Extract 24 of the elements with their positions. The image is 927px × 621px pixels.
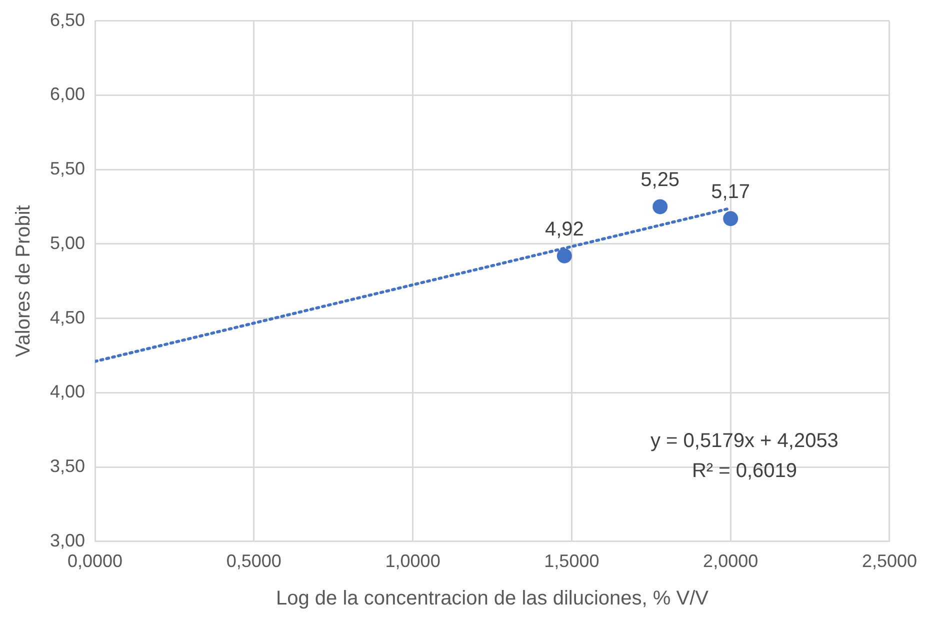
y-tick-label: 5,50	[50, 158, 86, 179]
x-tick-label: 2,0000	[703, 551, 758, 572]
annotation: y = 0,5179x + 4,2053	[650, 430, 838, 452]
y-tick-label: 4,50	[50, 307, 86, 328]
y-tick-label: 4,00	[50, 382, 86, 402]
point	[556, 248, 572, 264]
x-axis-title: Log de la concentracion de las diluciones, % V/V	[276, 588, 710, 610]
data-label: 4,92	[544, 218, 584, 240]
y-tick-label: 3,50	[50, 456, 86, 476]
data-label: 5,17	[711, 181, 750, 204]
x-tick-label: 1,0000	[385, 551, 440, 572]
x-tick-label: 2,5000	[862, 551, 918, 572]
x-tick-label: 0,5000	[226, 551, 282, 572]
x-tick-label: 0,0000	[68, 551, 123, 572]
y-tick-label: 6,00	[50, 84, 86, 104]
x-tick-label: 1,5000	[544, 551, 600, 572]
point	[723, 211, 738, 226]
point	[652, 199, 668, 214]
y-tick-label: 6,50	[50, 10, 86, 30]
y-tick-label: 3,00	[50, 530, 86, 550]
data-label: 5,25	[640, 169, 680, 192]
y-axis-title: Valores de Probit	[12, 204, 35, 358]
y-tick-label: 5,00	[50, 232, 86, 253]
annotation: R² = 0,6019	[692, 460, 798, 482]
